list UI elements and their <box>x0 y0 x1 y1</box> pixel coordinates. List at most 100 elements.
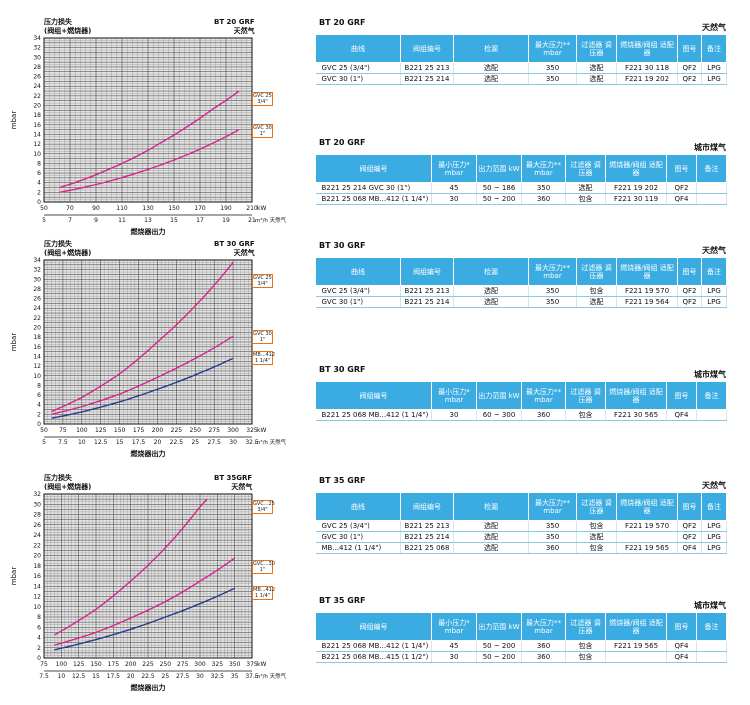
y-tick-label: 0 <box>37 655 41 662</box>
table-block: BT 30 GRF 天然气 曲线 阀组编号 检漏 最大压力** mbar 过滤器 调压器 燃烧… <box>315 241 727 321</box>
x-tick-label-kw: 300 <box>194 661 206 668</box>
x-tick-label-m3: 9 <box>94 217 98 224</box>
table-cell: 30 <box>431 193 477 205</box>
table-cell: LPG <box>701 73 727 85</box>
chart-bt30: 压力损失 (阀组+燃烧器) BT 30 GRF 天然气 0 2 4 6 8 10 12 14 16 1… <box>0 236 300 471</box>
table-cell: QF4 <box>666 409 697 421</box>
column-header: 备注 <box>701 257 727 286</box>
series-line <box>54 498 208 636</box>
series-line <box>54 557 236 646</box>
column-header: 备注 <box>696 612 727 641</box>
table-cell: F221 19 570 <box>616 285 678 297</box>
data-table: 阀组编号 最小压力* mbar 出力范围 kW 最大压力** mbar 过滤器 调压器燃… <box>315 381 727 421</box>
x-axis-label: 燃烧器出力 <box>130 683 166 692</box>
column-header: 曲线 <box>315 257 401 286</box>
x-tick-label-kw: 375 <box>246 661 258 668</box>
y-tick-label: 24 <box>33 305 41 312</box>
y-tick-label: 20 <box>33 103 41 110</box>
x-tick-label-m3: 21 <box>248 217 256 224</box>
x-tick-label-m3: 10 <box>58 673 66 680</box>
series-label: MB...412 1 1/4" <box>252 351 276 365</box>
gas-type: 城市煤气 <box>694 601 726 610</box>
column-header: 出力范围 kW <box>476 154 522 183</box>
table-cell: F221 19 565 <box>605 640 667 652</box>
x-tick-label-kw: 350 <box>229 661 241 668</box>
series-label: MB...412 1 1/4" <box>252 586 276 600</box>
table-cell: 350 <box>528 531 577 543</box>
x-tick-label-kw: 125 <box>95 427 107 434</box>
column-header: 备注 <box>696 381 727 410</box>
table-cell: QF2 <box>666 182 697 194</box>
table-cell: B221 25 213 <box>400 285 454 297</box>
column-header: 最大压力** mbar <box>528 257 577 286</box>
series-label: GVC 30 1" <box>252 124 273 138</box>
table-cell: B221 25 214 <box>400 296 454 308</box>
x-tick-label-kw: 130 <box>142 205 154 212</box>
column-header: 图号 <box>677 492 702 521</box>
x-tick-label-kw: 110 <box>116 205 128 212</box>
x-tick-label-kw: 90 <box>92 205 100 212</box>
y-tick-label: 16 <box>33 573 41 580</box>
column-header: 阀组编号 <box>315 154 432 183</box>
table-row: GVC 30 (1") B221 25 214 选配 350 选配 QF2 LPG <box>315 531 727 543</box>
table-row: MB...412 (1 1/4") B221 25 068 选配 360 包含 F221 … <box>315 542 727 554</box>
table-cell: QF2 <box>677 296 702 308</box>
y-tick-label: 14 <box>33 131 41 138</box>
series-line <box>59 90 240 189</box>
table-cell: 包含 <box>576 542 617 554</box>
y-tick-label: 2 <box>37 189 41 196</box>
column-header: 阀组编号 <box>400 34 454 63</box>
y-tick-label: 6 <box>37 392 41 399</box>
table-cell <box>696 640 727 652</box>
x-tick-label-kw: 190 <box>220 205 232 212</box>
x-unit-m3: m³/h 天然气 <box>255 438 287 446</box>
x-axis-label: 燃烧器出力 <box>130 227 166 236</box>
y-tick-label: 30 <box>33 276 41 283</box>
x-tick-label-kw: 225 <box>171 427 183 434</box>
x-tick-label-m3: 10 <box>78 439 86 446</box>
table-cell: 360 <box>528 542 577 554</box>
table-cell <box>696 409 727 421</box>
table-cell: F221 30 565 <box>605 409 667 421</box>
chart-model: BT 30 GRF 天然气 <box>214 240 255 257</box>
x-unit-kw: kW <box>257 427 266 434</box>
x-tick-label-m3: 13 <box>144 217 152 224</box>
x-tick-label-m3: 37.5 <box>245 673 259 680</box>
table-cell: LPG <box>701 520 727 532</box>
y-tick-label: 4 <box>37 180 41 187</box>
x-unit-m3: m³/h 天然气 <box>255 216 287 224</box>
chart-bt35: 压力损失 (阀组+燃烧器) BT 35GRF 天然气 0 2 4 6 8 10 12 14 16 18… <box>0 470 300 705</box>
x-tick-label-m3: 20 <box>127 673 135 680</box>
table-row: GVC 25 (3/4") B221 25 213 选配 350 选配 F221 30 1… <box>315 62 727 74</box>
x-tick-label-kw: 70 <box>66 205 74 212</box>
x-unit-kw: kW <box>257 661 266 668</box>
table-cell: 选配 <box>453 542 529 554</box>
table-cell: B221 25 214 <box>400 73 454 85</box>
x-tick-label-kw: 200 <box>125 661 137 668</box>
y-tick-label: 12 <box>33 141 41 148</box>
data-table: 阀组编号 最小压力* mbar 出力范围 kW 最大压力** mbar 过滤器 调压器燃… <box>315 612 727 663</box>
x-tick-label-kw: 250 <box>190 427 202 434</box>
x-tick-label-m3: 7 <box>68 217 72 224</box>
y-tick-label: 26 <box>33 74 41 81</box>
table-cell: 350 <box>521 182 566 194</box>
table-cell: B221 25 068 <box>400 542 454 554</box>
column-header: 过滤器 调压器 <box>565 381 606 410</box>
table-cell: B221 25 213 <box>400 520 454 532</box>
x-tick-label-m3: 27.5 <box>208 439 222 446</box>
table-cell: B221 25 068 MB...412 (1 1/4") <box>315 193 432 205</box>
table-cell: 包含 <box>576 285 617 297</box>
table-cell <box>696 182 727 194</box>
table-cell: QF2 <box>677 285 702 297</box>
y-tick-label: 28 <box>33 512 41 519</box>
y-tick-label: 22 <box>33 93 41 100</box>
y-tick-label: 4 <box>37 402 41 409</box>
column-header: 燃烧器/阀组 适配器 <box>605 154 667 183</box>
chart-model: BT 35GRF 天然气 <box>214 474 253 491</box>
y-tick-label: 32 <box>33 45 41 52</box>
data-table: 曲线 阀组编号 检漏 最大压力** mbar 过滤器 调压器 燃烧器/阀组 适配器 图号 备注… <box>315 492 727 554</box>
column-header: 最大压力** mbar <box>521 381 566 410</box>
table-row: B221 25 068 MB...412 (1 1/4") 30 50 ~ 200 3… <box>315 193 727 205</box>
column-header: 图号 <box>677 257 702 286</box>
